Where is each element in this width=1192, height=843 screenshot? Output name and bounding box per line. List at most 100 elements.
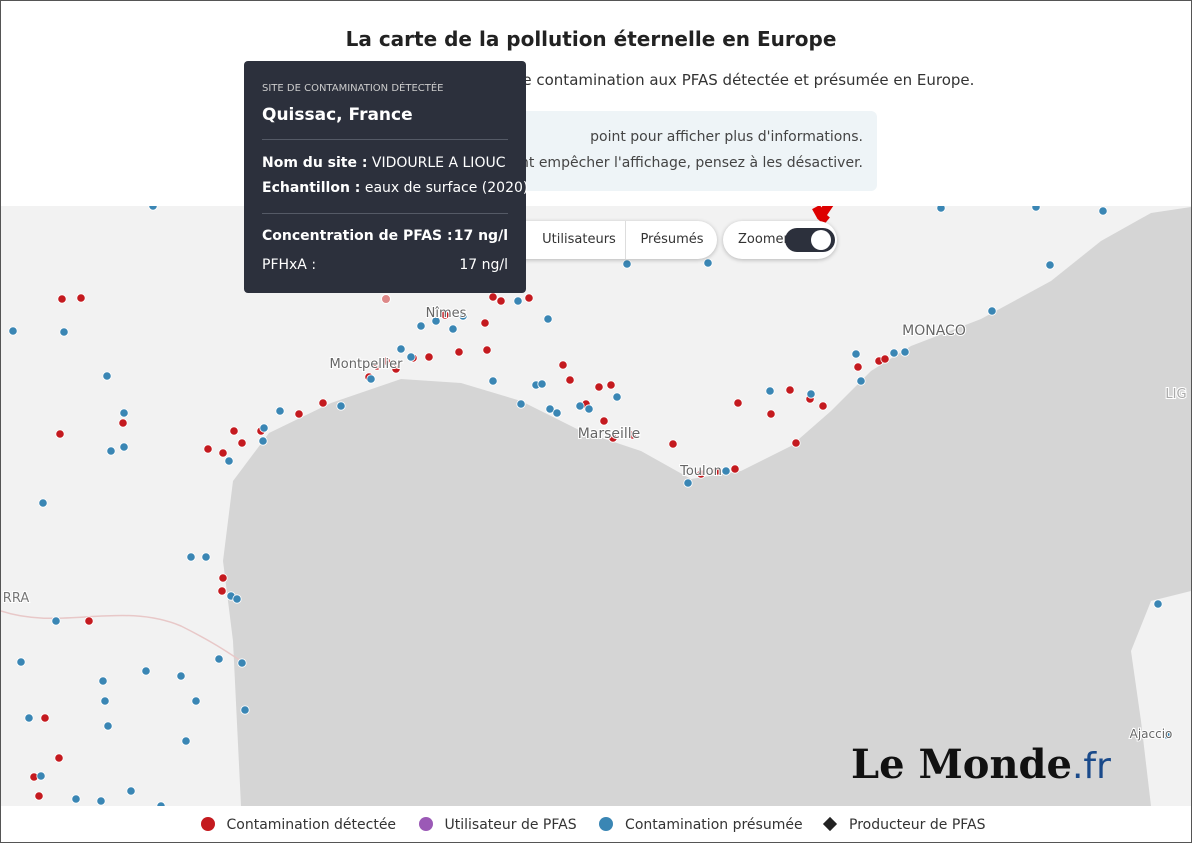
site-presumed[interactable] <box>516 399 526 409</box>
filter-button[interactable]: Utilisateurs <box>533 221 626 259</box>
site-presumed[interactable] <box>396 344 406 354</box>
site-detected[interactable] <box>733 398 743 408</box>
site-presumed[interactable] <box>537 379 547 389</box>
site-detected[interactable] <box>454 347 464 357</box>
zoom-toggle[interactable]: Zoomer <box>723 221 837 259</box>
site-detected[interactable] <box>55 429 65 439</box>
site-detected[interactable] <box>668 439 678 449</box>
site-presumed[interactable] <box>102 371 112 381</box>
site-detected[interactable] <box>237 438 247 448</box>
site-presumed[interactable] <box>703 258 713 268</box>
site-detected[interactable] <box>565 375 575 385</box>
site-presumed[interactable] <box>1045 260 1055 270</box>
site-presumed[interactable] <box>622 259 632 269</box>
site-presumed[interactable] <box>448 324 458 334</box>
site-presumed[interactable] <box>240 705 250 715</box>
site-presumed[interactable] <box>176 671 186 681</box>
site-detected[interactable] <box>818 401 828 411</box>
site-detected[interactable] <box>218 573 228 583</box>
site-presumed[interactable] <box>51 616 61 626</box>
site-presumed[interactable] <box>100 696 110 706</box>
site-presumed[interactable] <box>366 374 376 384</box>
site-detected[interactable] <box>599 416 609 426</box>
site-presumed[interactable] <box>232 594 242 604</box>
site-presumed[interactable] <box>488 376 498 386</box>
site-presumed[interactable] <box>336 401 346 411</box>
site-presumed[interactable] <box>683 478 693 488</box>
site-detected[interactable] <box>57 294 67 304</box>
site-detected[interactable] <box>440 310 450 320</box>
site-detected[interactable] <box>766 409 776 419</box>
site-presumed[interactable] <box>406 352 416 362</box>
site-detected[interactable] <box>608 433 618 443</box>
site-presumed[interactable] <box>1162 730 1172 740</box>
site-detected[interactable] <box>76 293 86 303</box>
site-presumed[interactable] <box>126 786 136 796</box>
site-detected[interactable] <box>594 382 604 392</box>
site-presumed[interactable] <box>96 796 106 806</box>
site-presumed[interactable] <box>458 311 468 321</box>
site-detected[interactable] <box>381 356 391 366</box>
site-presumed[interactable] <box>24 713 34 723</box>
site-detected[interactable] <box>294 409 304 419</box>
site-presumed[interactable] <box>721 466 731 476</box>
site-detected[interactable] <box>229 426 239 436</box>
site-detected[interactable] <box>488 292 498 302</box>
site-presumed[interactable] <box>258 436 268 446</box>
site-presumed[interactable] <box>119 408 129 418</box>
site-presumed[interactable] <box>987 306 997 316</box>
site-detected[interactable] <box>391 364 401 374</box>
site-presumed[interactable] <box>856 376 866 386</box>
filter-button[interactable]: Présumés <box>640 232 704 247</box>
site-detected[interactable] <box>853 362 863 372</box>
site-detected[interactable] <box>203 444 213 454</box>
site-presumed[interactable] <box>8 326 18 336</box>
site-presumed[interactable] <box>543 314 553 324</box>
site-detected[interactable] <box>34 791 44 801</box>
site-presumed[interactable] <box>71 794 81 804</box>
site-presumed[interactable] <box>141 666 151 676</box>
site-detected[interactable] <box>627 430 637 440</box>
site-detected[interactable] <box>40 713 50 723</box>
site-presumed[interactable] <box>224 456 234 466</box>
site-presumed[interactable] <box>431 316 441 326</box>
site-detected[interactable] <box>54 753 64 763</box>
site-presumed[interactable] <box>38 498 48 508</box>
site-presumed[interactable] <box>191 696 201 706</box>
site-presumed[interactable] <box>584 404 594 414</box>
site-detected[interactable] <box>712 466 722 476</box>
site-detected[interactable] <box>696 469 706 479</box>
site-presumed[interactable] <box>275 406 285 416</box>
site-presumed[interactable] <box>900 347 910 357</box>
site-detected[interactable] <box>482 345 492 355</box>
site-presumed[interactable] <box>416 321 426 331</box>
site-presumed[interactable] <box>98 676 108 686</box>
site-detected[interactable] <box>496 296 506 306</box>
site-detected[interactable] <box>218 448 228 458</box>
site-presumed[interactable] <box>237 658 247 668</box>
site-presumed[interactable] <box>103 721 113 731</box>
site-detected[interactable] <box>524 293 534 303</box>
site-detected[interactable] <box>606 380 616 390</box>
site-presumed[interactable] <box>106 446 116 456</box>
site-presumed[interactable] <box>575 401 585 411</box>
site-presumed[interactable] <box>806 389 816 399</box>
site-presumed[interactable] <box>889 348 899 358</box>
site-presumed[interactable] <box>16 657 26 667</box>
site-presumed[interactable] <box>552 408 562 418</box>
site-detected[interactable] <box>372 361 382 371</box>
site-detected[interactable] <box>730 464 740 474</box>
site-detected[interactable] <box>424 352 434 362</box>
site-presumed[interactable] <box>1153 599 1163 609</box>
site-presumed[interactable] <box>612 392 622 402</box>
site-detected[interactable] <box>318 398 328 408</box>
site-presumed[interactable] <box>545 404 555 414</box>
site-presumed[interactable] <box>214 654 224 664</box>
site-presumed[interactable] <box>765 386 775 396</box>
site-presumed[interactable] <box>119 442 129 452</box>
site-detected[interactable] <box>480 318 490 328</box>
site-presumed[interactable] <box>1098 206 1108 216</box>
site-detected[interactable] <box>84 616 94 626</box>
site-detected[interactable] <box>118 418 128 428</box>
site-detected[interactable] <box>880 354 890 364</box>
